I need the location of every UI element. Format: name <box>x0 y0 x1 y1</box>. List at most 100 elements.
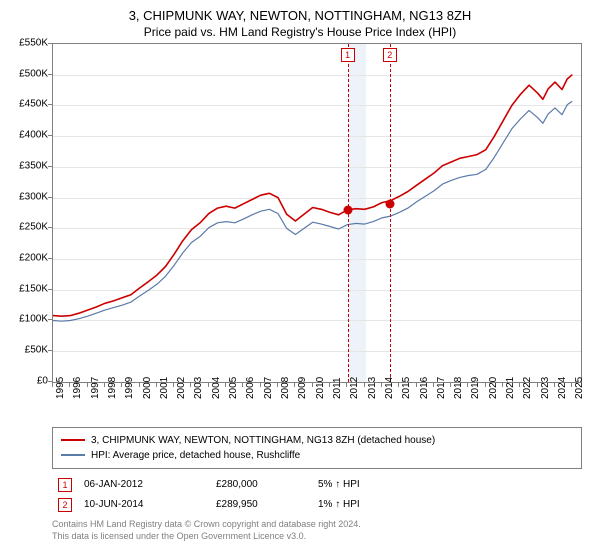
x-tick <box>554 383 555 387</box>
legend-swatch <box>61 454 85 456</box>
x-axis-label: 2012 <box>349 377 360 399</box>
y-axis-label: £250K <box>10 222 48 233</box>
y-axis-label: £400K <box>10 130 48 141</box>
x-axis-label: 2023 <box>540 377 551 399</box>
x-axis-label: 1999 <box>124 377 135 399</box>
y-axis-label: £150K <box>10 283 48 294</box>
y-tick <box>48 43 52 44</box>
line-series-svg <box>53 44 581 382</box>
x-tick <box>416 383 417 387</box>
legend-label: 3, CHIPMUNK WAY, NEWTON, NOTTINGHAM, NG1… <box>91 433 435 448</box>
y-axis-label: £200K <box>10 252 48 263</box>
x-tick <box>450 383 451 387</box>
sale-marker-dot <box>343 205 352 214</box>
chart-area: 12 £0£50K£100K£150K£200K£250K£300K£350K£… <box>52 43 582 403</box>
y-axis-label: £350K <box>10 160 48 171</box>
attribution-line2: This data is licensed under the Open Gov… <box>52 531 582 543</box>
x-axis-label: 2015 <box>401 377 412 399</box>
x-tick <box>139 383 140 387</box>
x-tick <box>537 383 538 387</box>
sale-price: £280,000 <box>216 479 306 490</box>
x-tick <box>519 383 520 387</box>
legend-label: HPI: Average price, detached house, Rush… <box>91 448 300 463</box>
attribution-text: Contains HM Land Registry data © Crown c… <box>52 519 582 542</box>
chart-container: 3, CHIPMUNK WAY, NEWTON, NOTTINGHAM, NG1… <box>0 0 600 560</box>
x-tick <box>502 383 503 387</box>
sale-row: 2 10-JUN-2014 £289,950 1% ↑ HPI <box>52 495 582 515</box>
y-tick <box>48 381 52 382</box>
x-tick <box>485 383 486 387</box>
sale-number-box: 2 <box>58 498 72 512</box>
x-tick <box>398 383 399 387</box>
series-line <box>53 75 572 317</box>
x-axis-label: 2008 <box>280 377 291 399</box>
x-axis-label: 2002 <box>176 377 187 399</box>
x-axis-label: 2003 <box>193 377 204 399</box>
x-tick <box>346 383 347 387</box>
x-tick <box>312 383 313 387</box>
x-tick <box>571 383 572 387</box>
x-axis-label: 2000 <box>142 377 153 399</box>
x-axis-label: 1997 <box>90 377 101 399</box>
series-line <box>53 101 572 321</box>
attribution-line1: Contains HM Land Registry data © Crown c… <box>52 519 582 531</box>
x-axis-label: 2022 <box>522 377 533 399</box>
event-line <box>390 44 391 382</box>
x-axis-label: 2019 <box>470 377 481 399</box>
x-tick <box>242 383 243 387</box>
y-tick <box>48 74 52 75</box>
x-tick <box>364 383 365 387</box>
x-axis-label: 2018 <box>453 377 464 399</box>
legend-box: 3, CHIPMUNK WAY, NEWTON, NOTTINGHAM, NG1… <box>52 427 582 469</box>
x-axis-label: 2005 <box>228 377 239 399</box>
sale-number-box: 1 <box>58 478 72 492</box>
y-tick <box>48 350 52 351</box>
x-axis-label: 2016 <box>419 377 430 399</box>
y-tick <box>48 135 52 136</box>
sale-pct-vs-hpi: 5% ↑ HPI <box>318 479 582 490</box>
x-tick <box>433 383 434 387</box>
chart-subtitle: Price paid vs. HM Land Registry's House … <box>14 25 586 39</box>
chart-title: 3, CHIPMUNK WAY, NEWTON, NOTTINGHAM, NG1… <box>14 8 586 25</box>
y-axis-label: £500K <box>10 68 48 79</box>
sale-date: 10-JUN-2014 <box>84 499 204 510</box>
y-tick <box>48 258 52 259</box>
event-marker-box: 2 <box>383 48 397 62</box>
event-marker-box: 1 <box>341 48 355 62</box>
x-tick <box>467 383 468 387</box>
x-axis-label: 2006 <box>245 377 256 399</box>
x-axis-label: 2009 <box>297 377 308 399</box>
x-axis-label: 2024 <box>557 377 568 399</box>
y-axis-label: £300K <box>10 191 48 202</box>
y-tick <box>48 227 52 228</box>
x-tick <box>225 383 226 387</box>
y-axis-label: £0 <box>10 375 48 386</box>
y-tick <box>48 104 52 105</box>
sale-price: £289,950 <box>216 499 306 510</box>
x-tick <box>104 383 105 387</box>
x-axis-label: 2010 <box>315 377 326 399</box>
y-tick <box>48 319 52 320</box>
x-tick <box>173 383 174 387</box>
x-tick <box>190 383 191 387</box>
plot-area: 12 <box>52 43 582 383</box>
x-axis-label: 2020 <box>488 377 499 399</box>
sale-pct-vs-hpi: 1% ↑ HPI <box>318 499 582 510</box>
x-axis-label: 2014 <box>384 377 395 399</box>
x-axis-label: 2017 <box>436 377 447 399</box>
x-tick <box>87 383 88 387</box>
x-tick <box>260 383 261 387</box>
x-tick <box>381 383 382 387</box>
y-axis-label: £100K <box>10 314 48 325</box>
x-tick <box>329 383 330 387</box>
x-tick <box>294 383 295 387</box>
x-axis-label: 2013 <box>367 377 378 399</box>
x-axis-label: 2001 <box>159 377 170 399</box>
x-axis-label: 2011 <box>332 377 343 399</box>
x-axis-label: 2025 <box>574 377 585 399</box>
sale-marker-dot <box>385 199 394 208</box>
x-axis-label: 2007 <box>263 377 274 399</box>
y-tick <box>48 289 52 290</box>
x-axis-label: 2021 <box>505 377 516 399</box>
y-tick <box>48 166 52 167</box>
